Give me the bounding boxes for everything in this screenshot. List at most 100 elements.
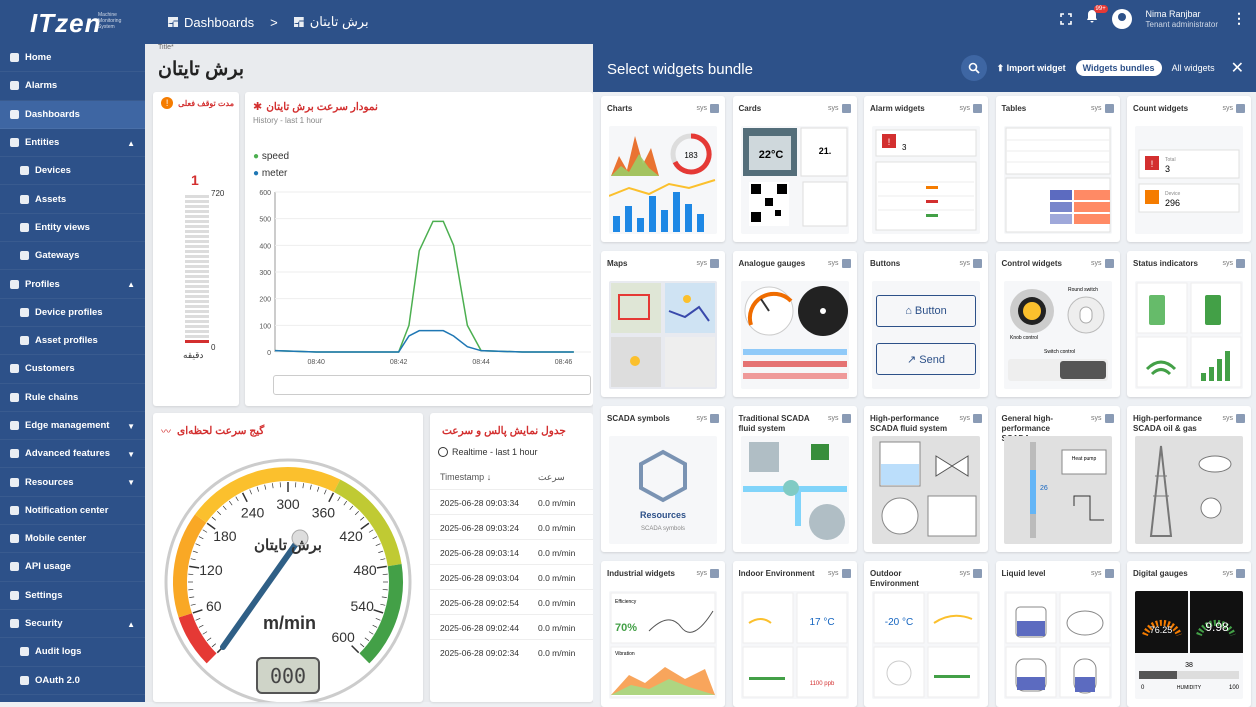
more-vert-icon[interactable]: ⋮ [1232, 10, 1246, 27]
bundle-card-tables[interactable]: Tables sys [996, 96, 1120, 242]
sidebar-item-assets[interactable]: Assets [0, 185, 145, 213]
table-subtitle[interactable]: Realtime - last 1 hour [452, 447, 538, 457]
col-header-speed[interactable]: سرعت [538, 472, 565, 483]
chevron-down-icon[interactable]: ▼ [127, 422, 135, 431]
sidebar-item-entities[interactable]: Entities ▲ [0, 129, 145, 157]
info-icon[interactable] [973, 414, 982, 423]
close-icon[interactable]: ✕ [1231, 58, 1244, 78]
info-icon[interactable] [973, 569, 982, 578]
gauge-tick-label: 480 [353, 562, 377, 578]
sidebar-item-resources[interactable]: Resources▼ [0, 468, 145, 496]
info-icon[interactable] [710, 569, 719, 578]
sidebar-item-settings[interactable]: Settings [0, 582, 145, 610]
info-icon[interactable] [842, 259, 851, 268]
breadcrumb-dashboards[interactable]: Dashboards [184, 15, 254, 30]
widgets-bundles-toggle[interactable]: Widgets bundles [1076, 60, 1162, 76]
avatar[interactable] [1112, 9, 1132, 29]
info-icon[interactable] [710, 259, 719, 268]
bundle-card-charts[interactable]: Charts sys 183 [601, 96, 725, 242]
sidebar-item-profiles[interactable]: Profiles▲ [0, 270, 145, 298]
all-widgets-toggle[interactable]: All widgets [1172, 63, 1215, 73]
legend-speed[interactable]: ● speed [253, 151, 289, 162]
user-info[interactable]: Nima Ranjbar Tenant administrator [1146, 8, 1218, 29]
chevron-up-icon[interactable]: ▲ [127, 139, 135, 148]
chevron-down-icon[interactable]: ▼ [127, 478, 135, 487]
chevron-up-icon[interactable]: ▲ [127, 620, 135, 629]
sidebar-item-asset-profiles[interactable]: Asset profiles [0, 327, 145, 355]
sidebar-item-advanced-features[interactable]: Advanced features▼ [0, 440, 145, 468]
sidebar-item-device-profiles[interactable]: Device profiles [0, 299, 145, 327]
bundle-card-alarm-widgets[interactable]: Alarm widgets sys !3 [864, 96, 988, 242]
svg-text:70%: 70% [615, 622, 637, 634]
chevron-down-icon[interactable]: ▼ [127, 450, 135, 459]
sidebar-item-mobile-center[interactable]: Mobile center [0, 525, 145, 553]
legend-meter[interactable]: ● meter [253, 168, 287, 179]
sidebar-item-edge-management[interactable]: Edge management▼ [0, 412, 145, 440]
fullscreen-icon[interactable] [1060, 13, 1072, 25]
sidebar-item-gateways[interactable]: Gateways [0, 242, 145, 270]
sidebar-item-label: Entities [25, 137, 59, 148]
bundle-card-analogue-gauges[interactable]: Analogue gauges sys [733, 251, 857, 397]
bundle-card-traditional-scada-fluid-system[interactable]: Traditional SCADA fluid system sys [733, 406, 857, 552]
sidebar-item-customers[interactable]: Customers [0, 355, 145, 383]
sidebar-item-alarms[interactable]: Alarms [0, 72, 145, 100]
page-title[interactable]: برش تایتان [158, 58, 244, 81]
sidebar-item-api-usage[interactable]: API usage [0, 553, 145, 581]
bundle-card-outdoor-environment[interactable]: Outdoor Environment sys -20 °C [864, 561, 988, 707]
info-icon[interactable] [973, 259, 982, 268]
sidebar-item-notification-center[interactable]: Notification center [0, 497, 145, 525]
info-icon[interactable] [1105, 259, 1114, 268]
info-icon[interactable] [1105, 104, 1114, 113]
info-icon[interactable] [1236, 569, 1245, 578]
sidebar-item-audit-logs[interactable]: Audit logs [0, 638, 145, 666]
sidebar-item-security[interactable]: Security▲ [0, 610, 145, 638]
info-icon[interactable] [842, 414, 851, 423]
chart-range-slider[interactable] [273, 375, 591, 395]
sidebar-item-home[interactable]: Home [0, 44, 145, 72]
info-icon[interactable] [1236, 104, 1245, 113]
bundle-card-liquid-level[interactable]: Liquid level sys [996, 561, 1120, 707]
info-icon[interactable] [1105, 414, 1114, 423]
bundle-card-high-performance-scada-oil-gas[interactable]: High-performance SCADA oil & gas sys [1127, 406, 1251, 552]
info-icon[interactable] [1236, 259, 1245, 268]
bundle-card-high-performance-scada-fluid-system[interactable]: High-performance SCADA fluid system sys [864, 406, 988, 552]
import-widget-button[interactable]: ⬆ Import widget [997, 63, 1066, 74]
info-icon[interactable] [710, 414, 719, 423]
sidebar-item-entity-views[interactable]: Entity views [0, 214, 145, 242]
info-icon[interactable] [842, 104, 851, 113]
top-bar: ITzen Machine Monitoring System Dashboar… [0, 0, 1256, 44]
sidebar-item-rule-chains[interactable]: Rule chains [0, 384, 145, 412]
bundle-card-general-high-performance-scada[interactable]: General high-performance SCADA… sys 26He… [996, 406, 1120, 552]
bundle-card-buttons[interactable]: Buttons sys ⌂ Button↗ Send [864, 251, 988, 397]
search-button[interactable] [961, 55, 987, 81]
notifications-button[interactable]: 99+ [1086, 9, 1098, 28]
chevron-up-icon[interactable]: ▲ [127, 280, 135, 289]
sidebar-item-devices[interactable]: Devices [0, 157, 145, 185]
info-icon[interactable] [710, 104, 719, 113]
info-icon[interactable] [842, 569, 851, 578]
col-header-timestamp[interactable]: Timestamp ↓ [440, 472, 491, 482]
bundle-card-status-indicators[interactable]: Status indicators sys [1127, 251, 1251, 397]
sidebar-item-oauth-2-0[interactable]: OAuth 2.0 [0, 667, 145, 695]
info-icon[interactable] [1105, 569, 1114, 578]
app-logo[interactable]: ITzen [30, 8, 101, 39]
info-icon[interactable] [973, 104, 982, 113]
sidebar-item-dashboards[interactable]: Dashboards [0, 101, 145, 129]
info-icon[interactable] [1236, 414, 1245, 423]
bundle-card-maps[interactable]: Maps sys [601, 251, 725, 397]
